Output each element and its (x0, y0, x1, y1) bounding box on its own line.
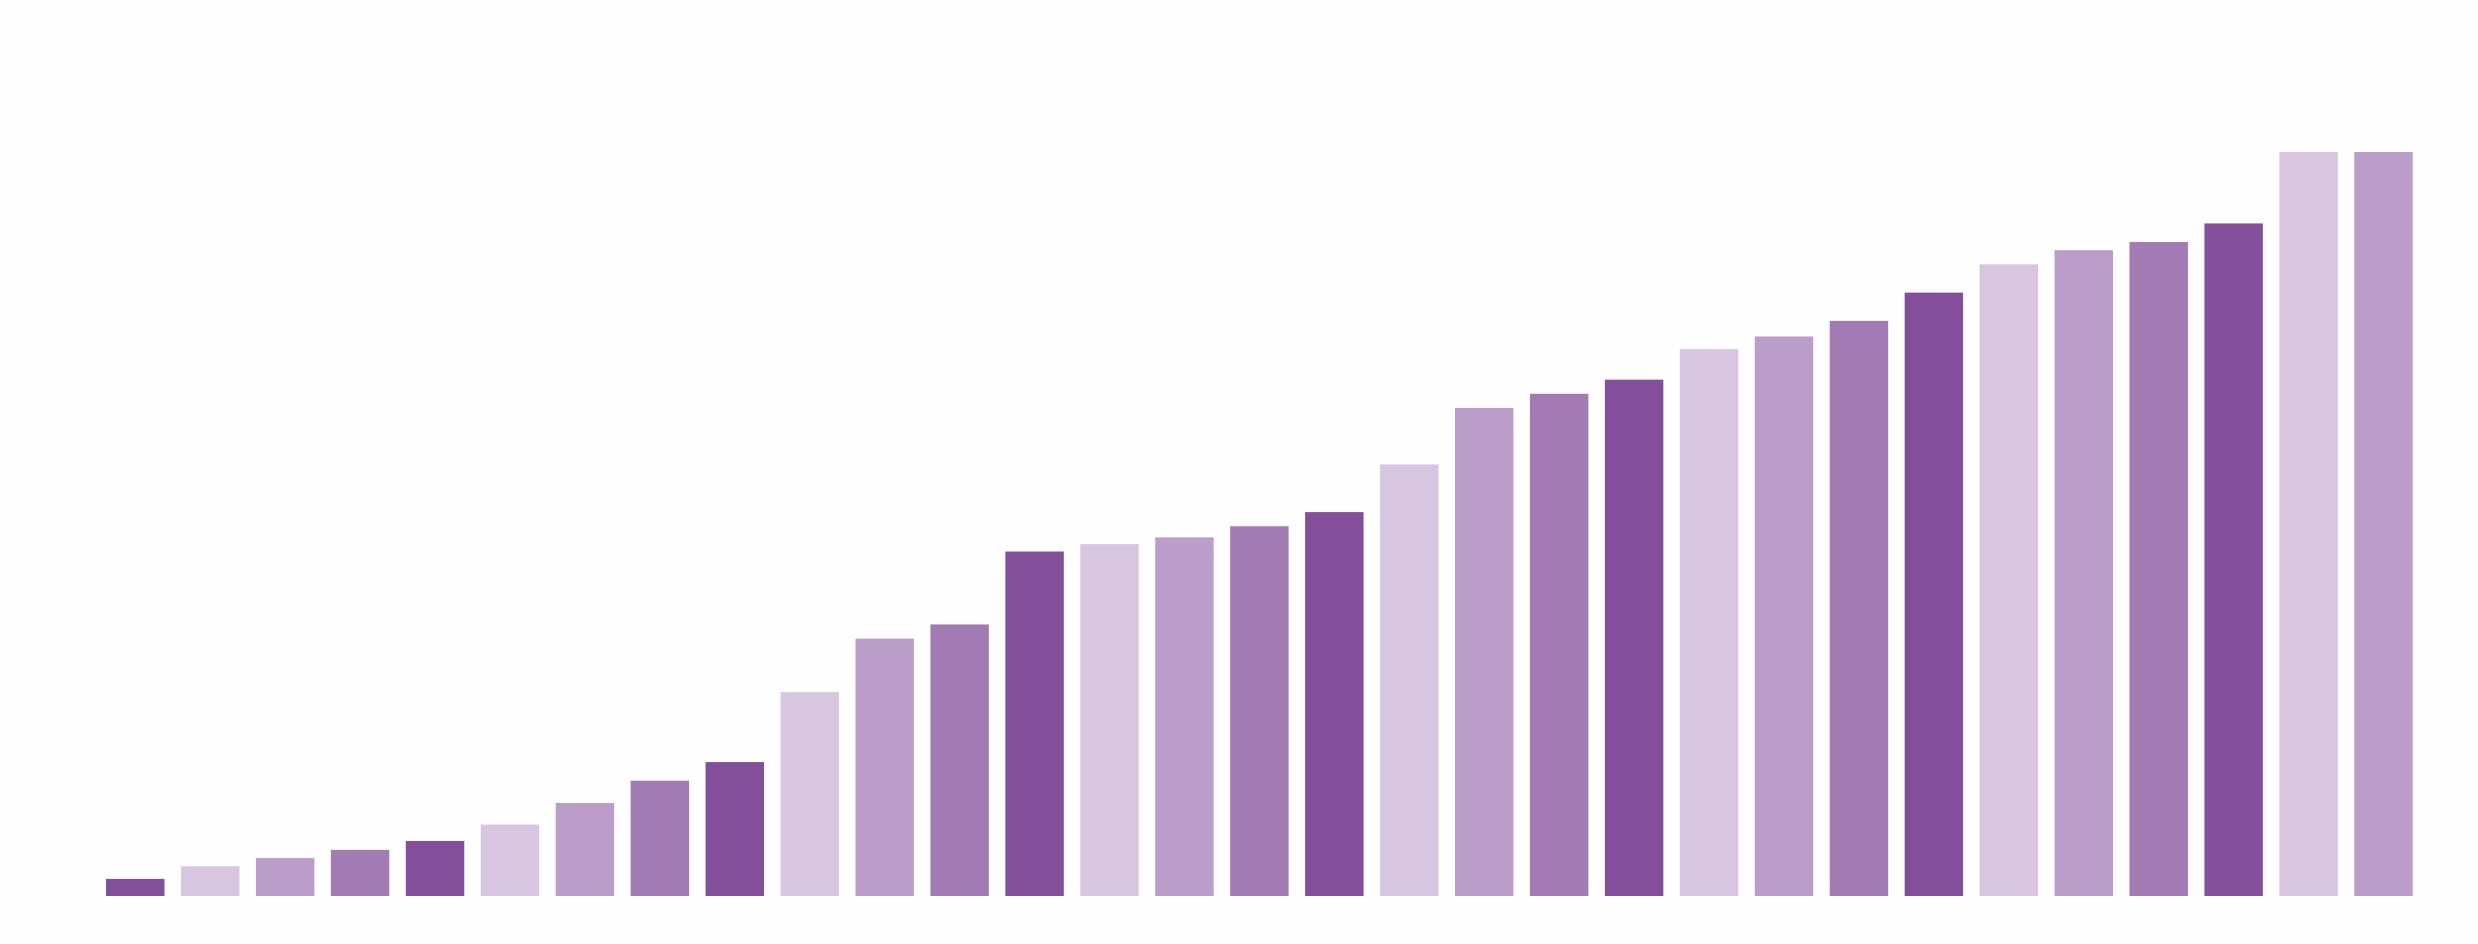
bar (1155, 537, 1214, 896)
bar (106, 878, 165, 896)
bar (930, 624, 989, 896)
bar (1230, 526, 1289, 896)
bar (180, 866, 240, 896)
bar (330, 849, 390, 896)
bar (1529, 393, 1589, 896)
bar (405, 840, 465, 896)
bar (1380, 464, 1439, 896)
bar (1679, 349, 1739, 896)
bar (780, 692, 839, 896)
bar (2204, 223, 2263, 896)
bar (1904, 292, 1964, 897)
bar (2354, 152, 2413, 896)
bar (555, 803, 615, 896)
bar (255, 858, 315, 896)
bar (2129, 242, 2188, 897)
bar (480, 824, 540, 896)
bar (2279, 152, 2338, 896)
bar (855, 638, 914, 896)
bar (1305, 512, 1364, 896)
bar (705, 762, 765, 896)
bar (1454, 407, 1514, 896)
bar (630, 780, 690, 896)
bar (1829, 320, 1889, 896)
bar (2054, 250, 2113, 896)
bar (1080, 544, 1139, 896)
bar (1754, 336, 1814, 897)
bar (1604, 379, 1664, 896)
bar (1979, 264, 2039, 896)
bar (1005, 551, 1064, 896)
